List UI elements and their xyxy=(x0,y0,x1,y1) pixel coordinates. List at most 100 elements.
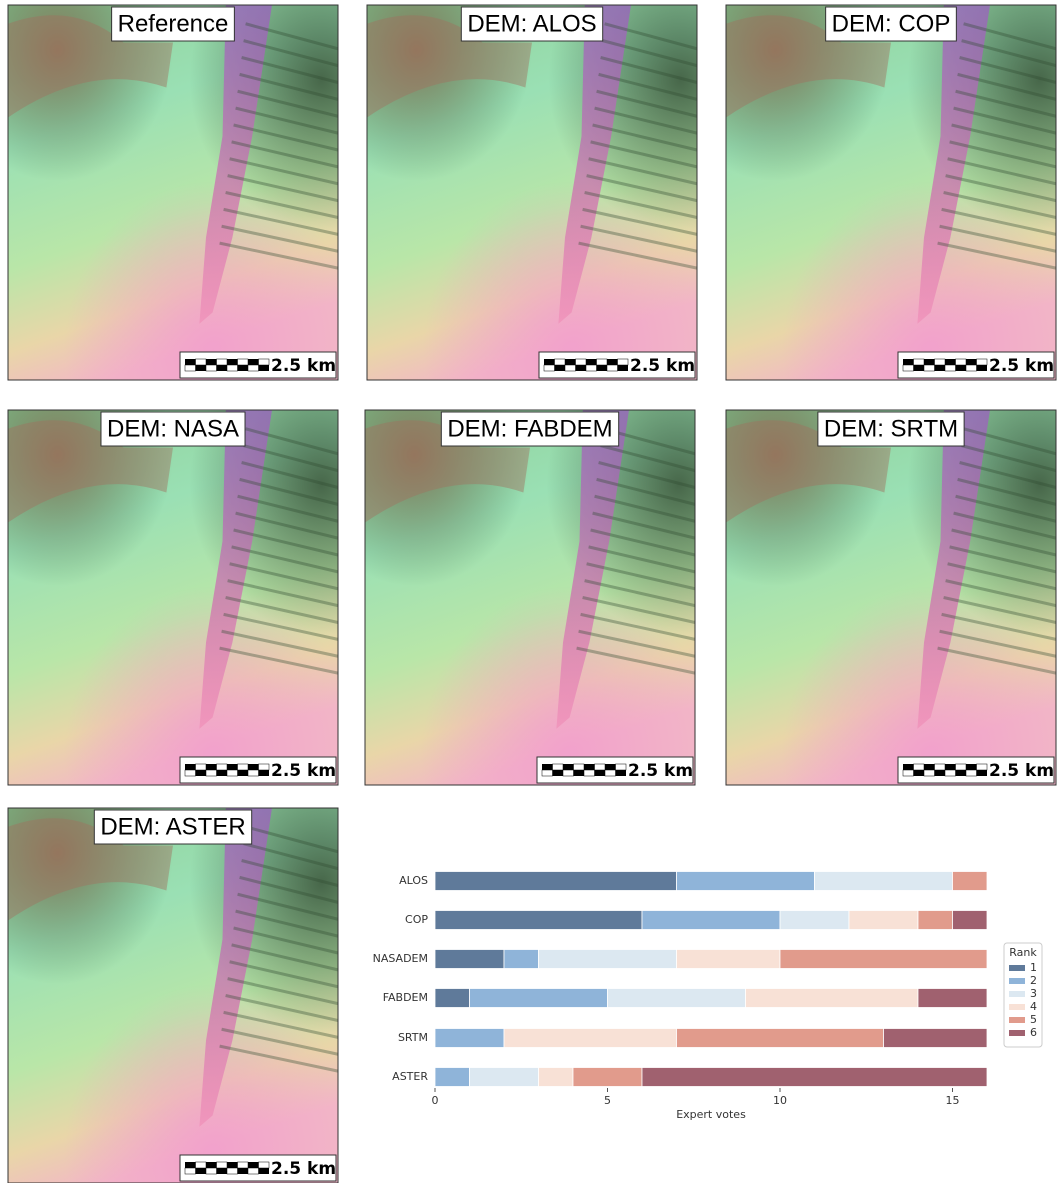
scale-check xyxy=(248,770,259,776)
scale-check xyxy=(966,764,977,770)
scale-check xyxy=(563,770,574,776)
x-tick-label: 10 xyxy=(773,1094,787,1107)
scale-check xyxy=(607,365,618,371)
scale-check xyxy=(555,365,566,371)
bar-segment xyxy=(435,989,470,1008)
scale-check xyxy=(924,365,935,371)
bar-segment xyxy=(642,911,780,930)
bar-segment xyxy=(435,950,504,969)
scale-check xyxy=(227,1168,238,1174)
scale-check xyxy=(196,365,207,371)
bar-segment xyxy=(608,989,746,1008)
scale-check xyxy=(618,359,629,365)
scale-check xyxy=(217,365,228,371)
scale-check xyxy=(607,359,618,365)
legend-label: 3 xyxy=(1030,987,1037,1000)
scale-label: 2.5 km xyxy=(989,761,1054,781)
scale-check xyxy=(977,365,988,371)
scale-check xyxy=(945,359,956,365)
scale-check xyxy=(935,764,946,770)
map-panel: DEM: NASA 2.5 km xyxy=(8,410,338,785)
scale-check xyxy=(248,1168,259,1174)
bar-segment xyxy=(504,950,539,969)
scale-check xyxy=(595,770,606,776)
panel-label: DEM: SRTM xyxy=(824,415,958,442)
scale-label: 2.5 km xyxy=(271,761,336,781)
scale-check xyxy=(238,359,249,365)
scale-check xyxy=(542,770,553,776)
bar-segment xyxy=(435,1029,504,1048)
scale-check xyxy=(206,1162,217,1168)
legend-swatch xyxy=(1009,1004,1025,1010)
panel-label: DEM: NASA xyxy=(107,415,239,442)
scale-check xyxy=(259,1168,270,1174)
scale-check xyxy=(903,764,914,770)
scale-check xyxy=(576,359,587,365)
panel-label: DEM: ASTER xyxy=(100,813,245,840)
scale-check xyxy=(238,1162,249,1168)
scale-check xyxy=(259,365,270,371)
scale-check xyxy=(238,1168,249,1174)
scale-check xyxy=(259,359,270,365)
scale-check xyxy=(227,359,238,365)
x-tick-label: 5 xyxy=(604,1094,611,1107)
legend-swatch xyxy=(1009,991,1025,997)
scale-check xyxy=(565,359,576,365)
bar-segment xyxy=(780,911,849,930)
y-tick-label: ALOS xyxy=(399,874,428,887)
scale-check xyxy=(903,359,914,365)
legend-label: 4 xyxy=(1030,1000,1037,1013)
scale-check xyxy=(544,365,555,371)
scale-check xyxy=(196,359,207,365)
bar-segment xyxy=(435,872,677,891)
bar-segment xyxy=(780,950,987,969)
scale-check xyxy=(196,1168,207,1174)
scale-check xyxy=(259,770,270,776)
scale-check xyxy=(616,764,627,770)
scale-check xyxy=(217,359,228,365)
scale-check xyxy=(563,764,574,770)
scale-check xyxy=(924,764,935,770)
scale-check xyxy=(206,365,217,371)
scale-check xyxy=(217,1168,228,1174)
scale-check xyxy=(248,1162,259,1168)
scale-check xyxy=(185,365,196,371)
scale-check xyxy=(903,365,914,371)
scale-check xyxy=(248,764,259,770)
scale-check xyxy=(945,764,956,770)
scale-check xyxy=(924,359,935,365)
scale-check xyxy=(605,764,616,770)
scale-check xyxy=(227,365,238,371)
scale-check xyxy=(259,764,270,770)
panel-label: DEM: FABDEM xyxy=(447,415,612,442)
scale-check xyxy=(956,365,967,371)
scale-check xyxy=(217,770,228,776)
scale-check xyxy=(196,1162,207,1168)
map-panel: DEM: ALOS2.5 km xyxy=(367,5,697,380)
legend-swatch xyxy=(1009,978,1025,984)
panel-label: DEM: ALOS xyxy=(467,10,596,37)
scale-check xyxy=(238,764,249,770)
bar-segment xyxy=(918,989,987,1008)
legend-swatch xyxy=(1009,965,1025,971)
scale-check xyxy=(597,359,608,365)
scale-check xyxy=(185,1162,196,1168)
scale-check xyxy=(966,365,977,371)
scale-check xyxy=(914,365,925,371)
scale-check xyxy=(542,764,553,770)
legend-swatch xyxy=(1009,1017,1025,1023)
y-tick-label: SRTM xyxy=(398,1031,428,1044)
scale-check xyxy=(977,359,988,365)
scale-check xyxy=(584,764,595,770)
legend-label: 2 xyxy=(1030,974,1037,987)
bar-segment xyxy=(849,911,918,930)
scale-check xyxy=(935,365,946,371)
legend-label: 1 xyxy=(1030,961,1037,974)
scale-check xyxy=(185,359,196,365)
bar-segment xyxy=(953,911,988,930)
scale-check xyxy=(966,359,977,365)
bar-segment xyxy=(884,1029,988,1048)
bar-segment xyxy=(470,1068,539,1087)
bar-segment xyxy=(573,1068,642,1087)
